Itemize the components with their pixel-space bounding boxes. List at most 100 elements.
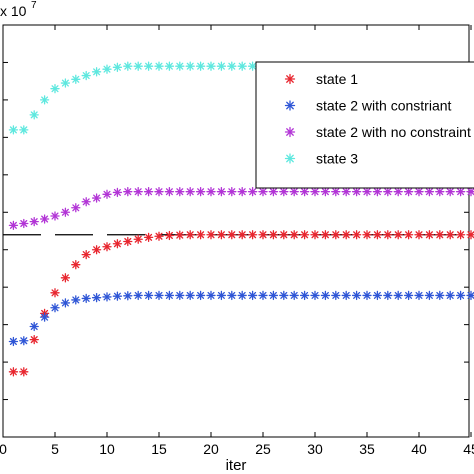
series-2-point — [112, 291, 123, 301]
series-1-point — [154, 231, 164, 241]
series-3-point — [206, 187, 216, 197]
series-4-point — [154, 61, 164, 71]
series-4-point — [247, 61, 258, 71]
series-2-point — [362, 290, 372, 301]
legend-marker-1 — [284, 73, 296, 85]
series-3-point — [39, 214, 50, 224]
series-1-point — [403, 230, 414, 240]
series-2-point — [310, 290, 320, 301]
legend-marker-4 — [284, 153, 296, 164]
series-1-point — [60, 273, 71, 283]
series-4-point — [19, 125, 29, 135]
series-3-point — [268, 187, 279, 197]
series-3-point — [112, 187, 123, 198]
series-4-point — [237, 61, 247, 71]
series-3-point — [414, 187, 424, 197]
series-1-point — [362, 230, 372, 240]
series-2-point — [185, 290, 195, 301]
series-3-point — [50, 211, 60, 221]
series-4-point — [112, 62, 123, 72]
series-2-point — [29, 321, 39, 332]
x-tick-label: 30 — [307, 441, 323, 457]
series-3-point — [175, 187, 185, 197]
series-3-point — [195, 187, 206, 197]
x-tick-label: 25 — [255, 441, 271, 457]
series-1-point — [237, 230, 247, 240]
series-1-point — [455, 230, 466, 240]
series-3-point — [393, 187, 403, 197]
series-2-point — [341, 290, 351, 301]
series-1-point — [331, 230, 341, 240]
series-3-point — [133, 187, 143, 197]
series-1-point — [466, 230, 474, 240]
series-3-point — [299, 187, 310, 197]
series-2-point — [195, 290, 206, 301]
series-3-point — [123, 187, 133, 197]
series-3-point — [71, 203, 81, 213]
series-4-point — [143, 61, 154, 71]
series-3-point — [289, 187, 299, 197]
series-3-point — [403, 187, 414, 197]
series-3-point — [227, 187, 237, 197]
series-2-point — [414, 290, 424, 301]
series-2-point — [81, 293, 91, 304]
series-1-point — [258, 230, 268, 240]
series-3-point — [455, 187, 466, 197]
series-1-point — [445, 230, 455, 240]
legend-label-3: state 2 with no constraint — [316, 124, 471, 140]
series-3-point — [341, 187, 351, 197]
series-1-point — [435, 230, 445, 240]
series-3-point — [185, 187, 195, 197]
series-3-point — [435, 187, 445, 197]
series-4-point — [175, 61, 185, 71]
series-2-point — [435, 290, 445, 301]
series-2-point — [71, 295, 81, 305]
x-tick-label: 40 — [411, 441, 427, 457]
series-4-point — [185, 61, 195, 71]
series-2-point — [227, 290, 237, 301]
series-2-point — [258, 290, 268, 301]
series-2-point — [445, 290, 455, 301]
series-2-point — [331, 290, 341, 301]
series-2-point — [455, 290, 466, 301]
series-2-point — [424, 290, 435, 301]
series-2-point — [19, 336, 29, 346]
series-1-point — [8, 367, 19, 377]
series-3-point — [279, 187, 289, 197]
series-1-point — [133, 234, 143, 244]
series-1-point — [195, 230, 206, 240]
series-2-point — [351, 290, 362, 301]
series-2-point — [237, 290, 247, 301]
series-3-point — [258, 187, 268, 197]
series-4-point — [81, 70, 91, 81]
series-1-point — [164, 230, 175, 241]
series-2-point — [320, 290, 331, 301]
series-1-point — [320, 230, 331, 240]
series-2-point — [8, 336, 19, 347]
series-2-point — [39, 312, 50, 322]
series-1-point — [247, 230, 258, 240]
series-3-point — [445, 187, 455, 197]
series-3-point — [91, 193, 102, 203]
x-tick-label: 15 — [151, 441, 167, 457]
series-1-point — [383, 230, 393, 240]
series-2-point — [268, 290, 279, 301]
series-2-point — [91, 293, 102, 303]
series-2-point — [123, 291, 133, 301]
series-1-point — [29, 334, 39, 345]
series-3-point — [164, 187, 175, 197]
x-tick-label: 0 — [0, 441, 7, 457]
series-2-point — [289, 290, 299, 301]
legend-marker-2 — [284, 100, 296, 111]
series-2-point — [102, 292, 112, 302]
series-1-point — [393, 230, 403, 240]
series-2-point — [154, 290, 164, 301]
series-2-point — [247, 290, 258, 301]
x-axis: 0 5 10 15 20 25 30 35 40 45 — [0, 25, 474, 457]
series-2-point — [143, 290, 154, 301]
series-3-point — [143, 187, 154, 197]
series-1-point — [414, 230, 424, 240]
series-2-point — [50, 303, 60, 313]
series-1-point — [143, 232, 154, 243]
legend-box — [255, 61, 474, 189]
